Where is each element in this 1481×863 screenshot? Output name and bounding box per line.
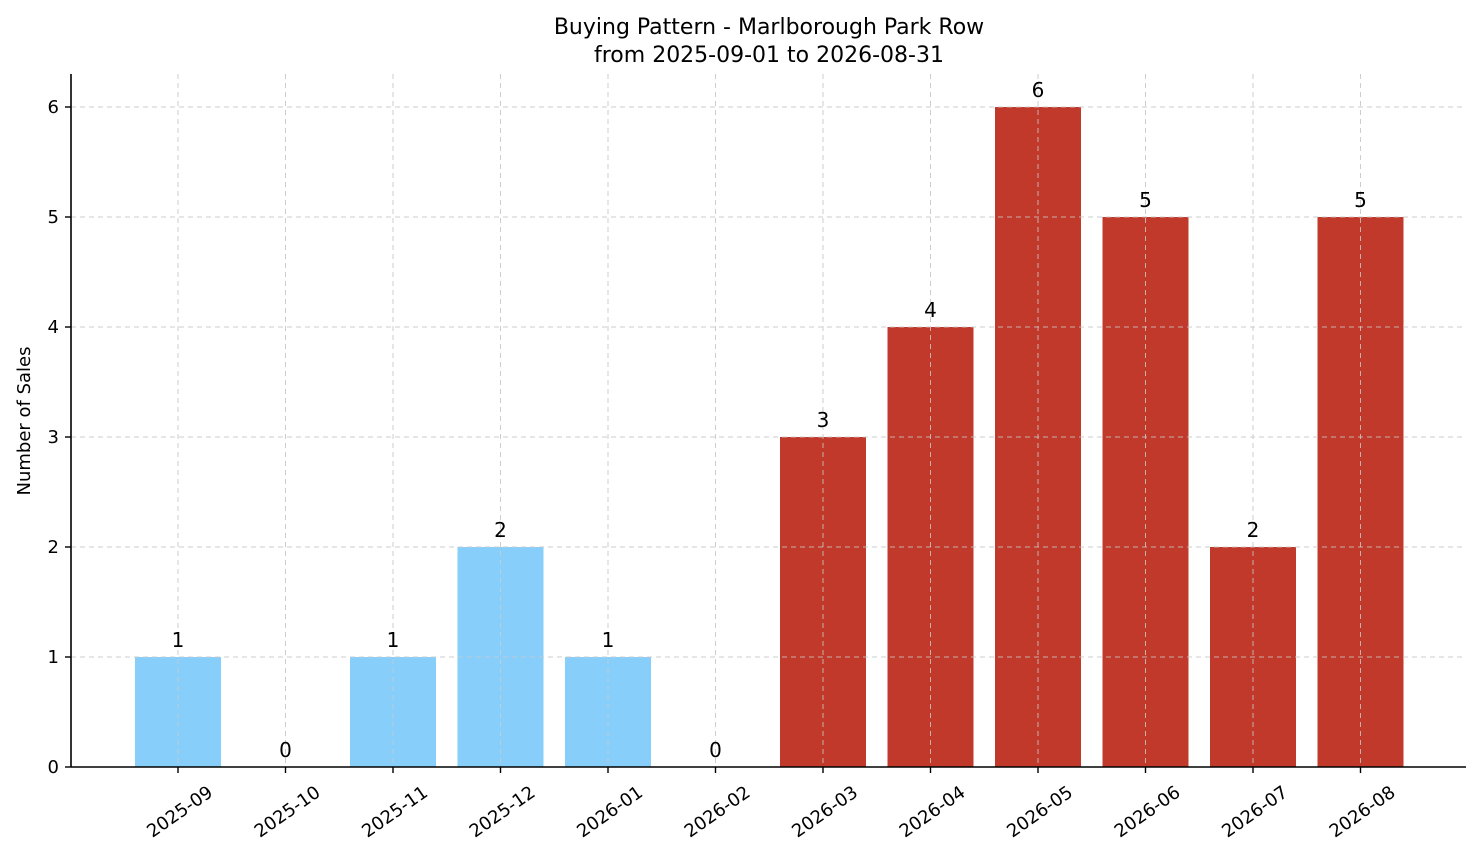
y-tick-label: 3 (48, 427, 59, 448)
x-tick-label: 2026-01 (573, 782, 647, 842)
bar-value-label: 5 (1139, 188, 1152, 212)
bar-value-label: 2 (494, 518, 507, 542)
bar-value-label: 2 (1247, 518, 1260, 542)
y-tick-label: 0 (48, 757, 59, 778)
bar-value-label: 1 (387, 628, 400, 652)
y-tick-label: 5 (48, 207, 59, 228)
x-tick-label: 2026-08 (1326, 782, 1400, 842)
x-tick-label: 2025-10 (251, 782, 325, 842)
bar-value-label: 0 (709, 738, 722, 762)
bar-value-label: 6 (1032, 78, 1045, 102)
bar (565, 657, 651, 767)
bar-value-label: 4 (924, 298, 937, 322)
x-tick-label: 2025-11 (358, 782, 432, 842)
y-tick-label: 4 (48, 317, 59, 338)
x-tick-label: 2025-09 (143, 782, 217, 842)
chart-title: Buying Pattern - Marlborough Park Row (554, 15, 984, 40)
bars (71, 74, 1466, 768)
x-tick-label: 2026-03 (788, 782, 862, 842)
x-tick-label: 2026-06 (1111, 782, 1185, 842)
x-tick-label: 2026-07 (1218, 782, 1292, 842)
y-tick-label: 1 (48, 647, 59, 668)
bar-value-label: 5 (1354, 188, 1367, 212)
bar-value-label: 1 (602, 628, 615, 652)
bar (350, 657, 436, 767)
value-labels: 1 0 1 2 1 0 3 4 6 5 2 5 (172, 78, 1367, 762)
y-axis-label: Number of Sales (14, 346, 35, 495)
y-tick-label: 6 (48, 97, 59, 118)
y-tick-label: 2 (48, 537, 59, 558)
bar (135, 657, 221, 767)
chart-subtitle: from 2025-09-01 to 2026-08-31 (594, 43, 944, 68)
bar-value-label: 0 (279, 738, 292, 762)
x-tick-label: 2026-05 (1003, 782, 1077, 842)
x-tick-label: 2026-04 (896, 782, 970, 842)
x-tick-label: 2025-12 (466, 782, 540, 842)
bar-value-label: 1 (172, 628, 185, 652)
bar-value-label: 3 (817, 408, 830, 432)
x-tick-label: 2026-02 (681, 782, 755, 842)
